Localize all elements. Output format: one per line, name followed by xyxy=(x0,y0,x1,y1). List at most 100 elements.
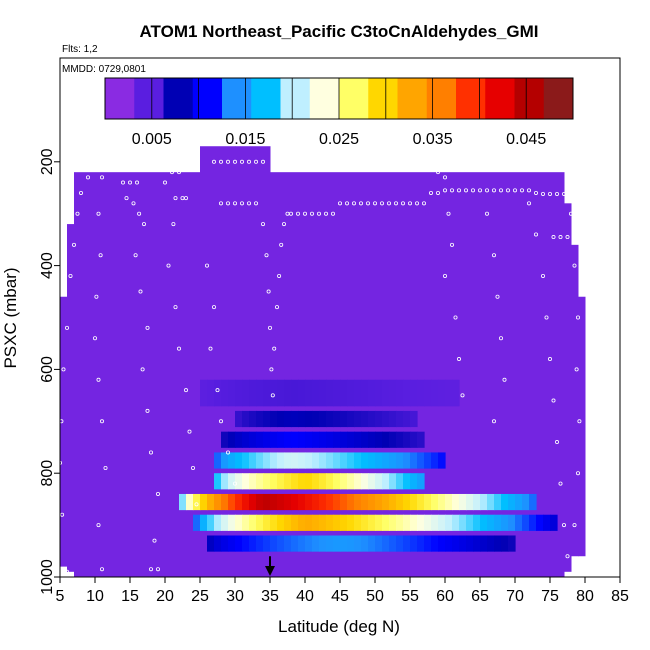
track-point xyxy=(232,201,237,206)
track-point xyxy=(232,159,237,164)
heatmap-cell xyxy=(319,452,327,469)
heatmap-cell xyxy=(368,379,376,407)
track-point xyxy=(295,211,300,216)
track-point xyxy=(558,235,563,240)
track-point xyxy=(330,211,335,216)
heatmap-cell xyxy=(256,514,264,531)
track-point xyxy=(491,253,496,258)
track-point xyxy=(98,253,103,258)
x-axis-label: Latitude (deg N) xyxy=(278,617,400,636)
heatmap-cell xyxy=(291,493,299,511)
track-point xyxy=(68,273,73,278)
heatmap-cell xyxy=(375,379,383,407)
track-point xyxy=(272,346,277,351)
heatmap-cell xyxy=(270,473,278,490)
heatmap-cell xyxy=(235,514,243,531)
track-point xyxy=(569,211,574,216)
track-point xyxy=(442,175,447,180)
heatmap-cell xyxy=(263,473,271,490)
heatmap-cell xyxy=(396,514,404,531)
heatmap-cell xyxy=(410,410,418,428)
heatmap-cell xyxy=(284,514,292,531)
heatmap-cell xyxy=(424,493,432,511)
track-point xyxy=(133,253,138,258)
heatmap-cell xyxy=(214,379,222,407)
track-point xyxy=(269,367,274,372)
track-point xyxy=(270,393,275,398)
heatmap-cell xyxy=(312,379,320,407)
track-point xyxy=(266,289,271,294)
x-tick-label: 20 xyxy=(156,588,174,605)
track-point xyxy=(400,201,405,206)
heatmap-cell xyxy=(515,493,523,511)
track-point xyxy=(288,211,293,216)
heatmap-cell xyxy=(228,514,236,531)
x-tick-label: 55 xyxy=(401,588,419,605)
track-point xyxy=(442,273,447,278)
heatmap-cell xyxy=(340,535,348,552)
heatmap-cell xyxy=(536,514,544,531)
heatmap-cell xyxy=(354,431,362,448)
track-point xyxy=(463,188,468,193)
x-tick-label: 35 xyxy=(261,588,279,605)
heatmap-cell xyxy=(389,431,397,448)
heatmap-cell xyxy=(368,473,376,490)
heatmap-column xyxy=(74,172,201,577)
colorbar-segment xyxy=(222,78,252,119)
heatmap-cell xyxy=(368,535,376,552)
track-point xyxy=(576,315,581,320)
heatmap-cell xyxy=(417,473,425,490)
heatmap-cell xyxy=(424,514,432,531)
heatmap-cell xyxy=(284,493,292,511)
track-point xyxy=(534,190,539,195)
track-point xyxy=(218,201,223,206)
heatmap-cell xyxy=(403,452,411,469)
track-point xyxy=(61,569,66,574)
heatmap-cell xyxy=(438,452,446,469)
heatmap-cell xyxy=(298,431,306,448)
heatmap-cell xyxy=(382,410,390,428)
heatmap-cell xyxy=(326,431,334,448)
track-point xyxy=(253,201,258,206)
heatmap-cell xyxy=(375,410,383,428)
y-tick-label: 600 xyxy=(39,356,56,383)
heatmap-cell xyxy=(361,473,369,490)
heatmap-cell xyxy=(235,431,243,448)
track-point xyxy=(323,211,328,216)
track-point xyxy=(505,188,510,193)
heatmap-cell xyxy=(256,535,264,552)
heatmap-cell xyxy=(298,452,306,469)
heatmap-cell xyxy=(431,452,439,469)
axes: 5 10 15 20 25 30 35 40 45 50 55 60 65 70 75 80 85 200 400 6… xyxy=(39,57,629,605)
flight-track xyxy=(58,159,582,574)
track-point xyxy=(414,201,419,206)
track-point xyxy=(183,388,188,393)
heatmap-cell xyxy=(263,535,271,552)
heatmap-cell xyxy=(256,379,264,407)
heatmap-cell xyxy=(312,473,320,490)
heatmap-cell xyxy=(235,379,243,407)
heatmap-cell xyxy=(340,473,348,490)
heatmap-cell xyxy=(284,452,292,469)
heatmap-cell xyxy=(305,473,313,490)
heatmap-cell xyxy=(438,514,446,531)
heatmap-cell xyxy=(431,379,439,407)
heatmap-cell xyxy=(249,379,257,407)
heatmap-cell xyxy=(361,410,369,428)
y-axis-label: PSXC (mbar) xyxy=(1,267,20,368)
heatmap-cell xyxy=(424,379,432,407)
heatmap-cell xyxy=(487,535,495,552)
x-tick-label: 10 xyxy=(86,588,104,605)
track-point xyxy=(194,502,199,507)
heatmap-cell xyxy=(417,535,425,552)
date-label: MMDD: 0729,0801 xyxy=(62,64,146,75)
heatmap-column xyxy=(235,146,271,578)
heatmap-cell xyxy=(508,514,516,531)
track-point xyxy=(572,263,577,268)
heatmap-cell xyxy=(235,473,243,490)
heatmap-cell xyxy=(417,452,425,469)
heatmap-cell xyxy=(179,493,187,511)
track-point xyxy=(131,201,136,206)
heatmap-cell xyxy=(494,493,502,511)
